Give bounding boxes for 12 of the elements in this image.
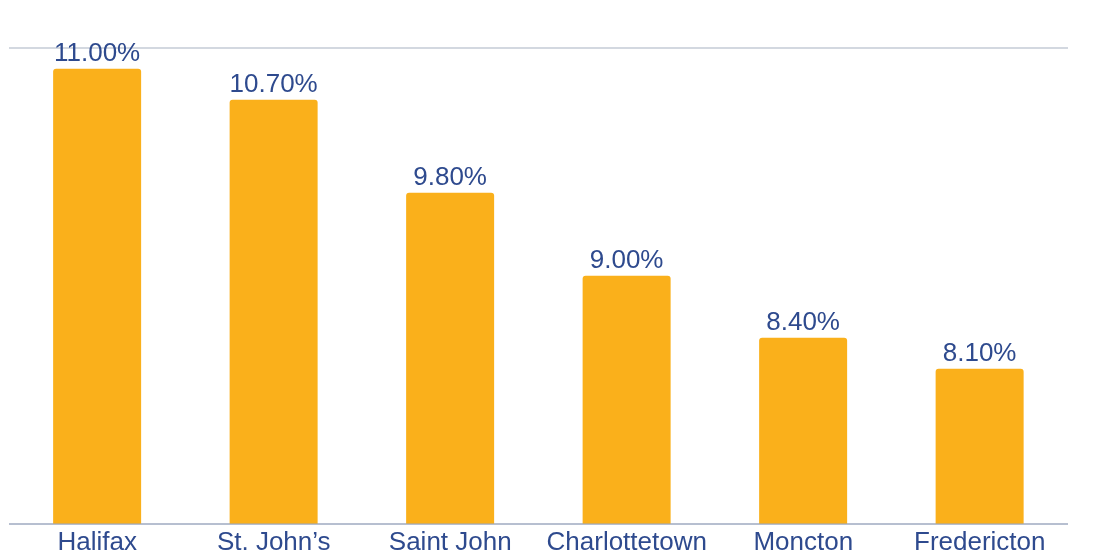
data-label: 9.00% bbox=[589, 243, 664, 274]
x-tick-label: Fredericton bbox=[914, 526, 1046, 556]
data-label: 8.10% bbox=[942, 336, 1017, 367]
data-label: 8.40% bbox=[766, 305, 840, 336]
data-label: 11.00% bbox=[53, 36, 141, 67]
x-tick-label: Moncton bbox=[753, 526, 854, 556]
data-label: 9.80% bbox=[413, 160, 487, 191]
x-tick-label: Halifax bbox=[57, 526, 137, 556]
x-tick-label: Saint John bbox=[388, 526, 512, 556]
x-tick-label: St. John’s bbox=[216, 526, 331, 556]
data-label: 10.70% bbox=[229, 67, 318, 98]
x-tick-label: Charlottetown bbox=[546, 526, 707, 556]
